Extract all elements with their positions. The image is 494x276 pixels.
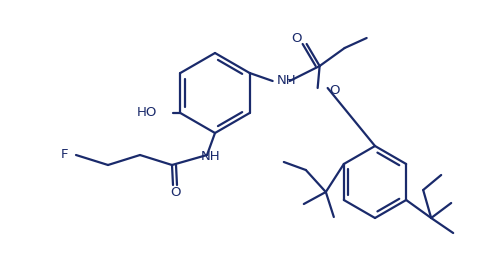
Text: HO: HO (137, 107, 158, 120)
Text: O: O (170, 187, 180, 200)
Text: NH: NH (201, 150, 221, 163)
Text: F: F (60, 148, 68, 161)
Text: O: O (329, 84, 340, 97)
Text: NH: NH (277, 73, 296, 86)
Text: O: O (291, 31, 302, 44)
